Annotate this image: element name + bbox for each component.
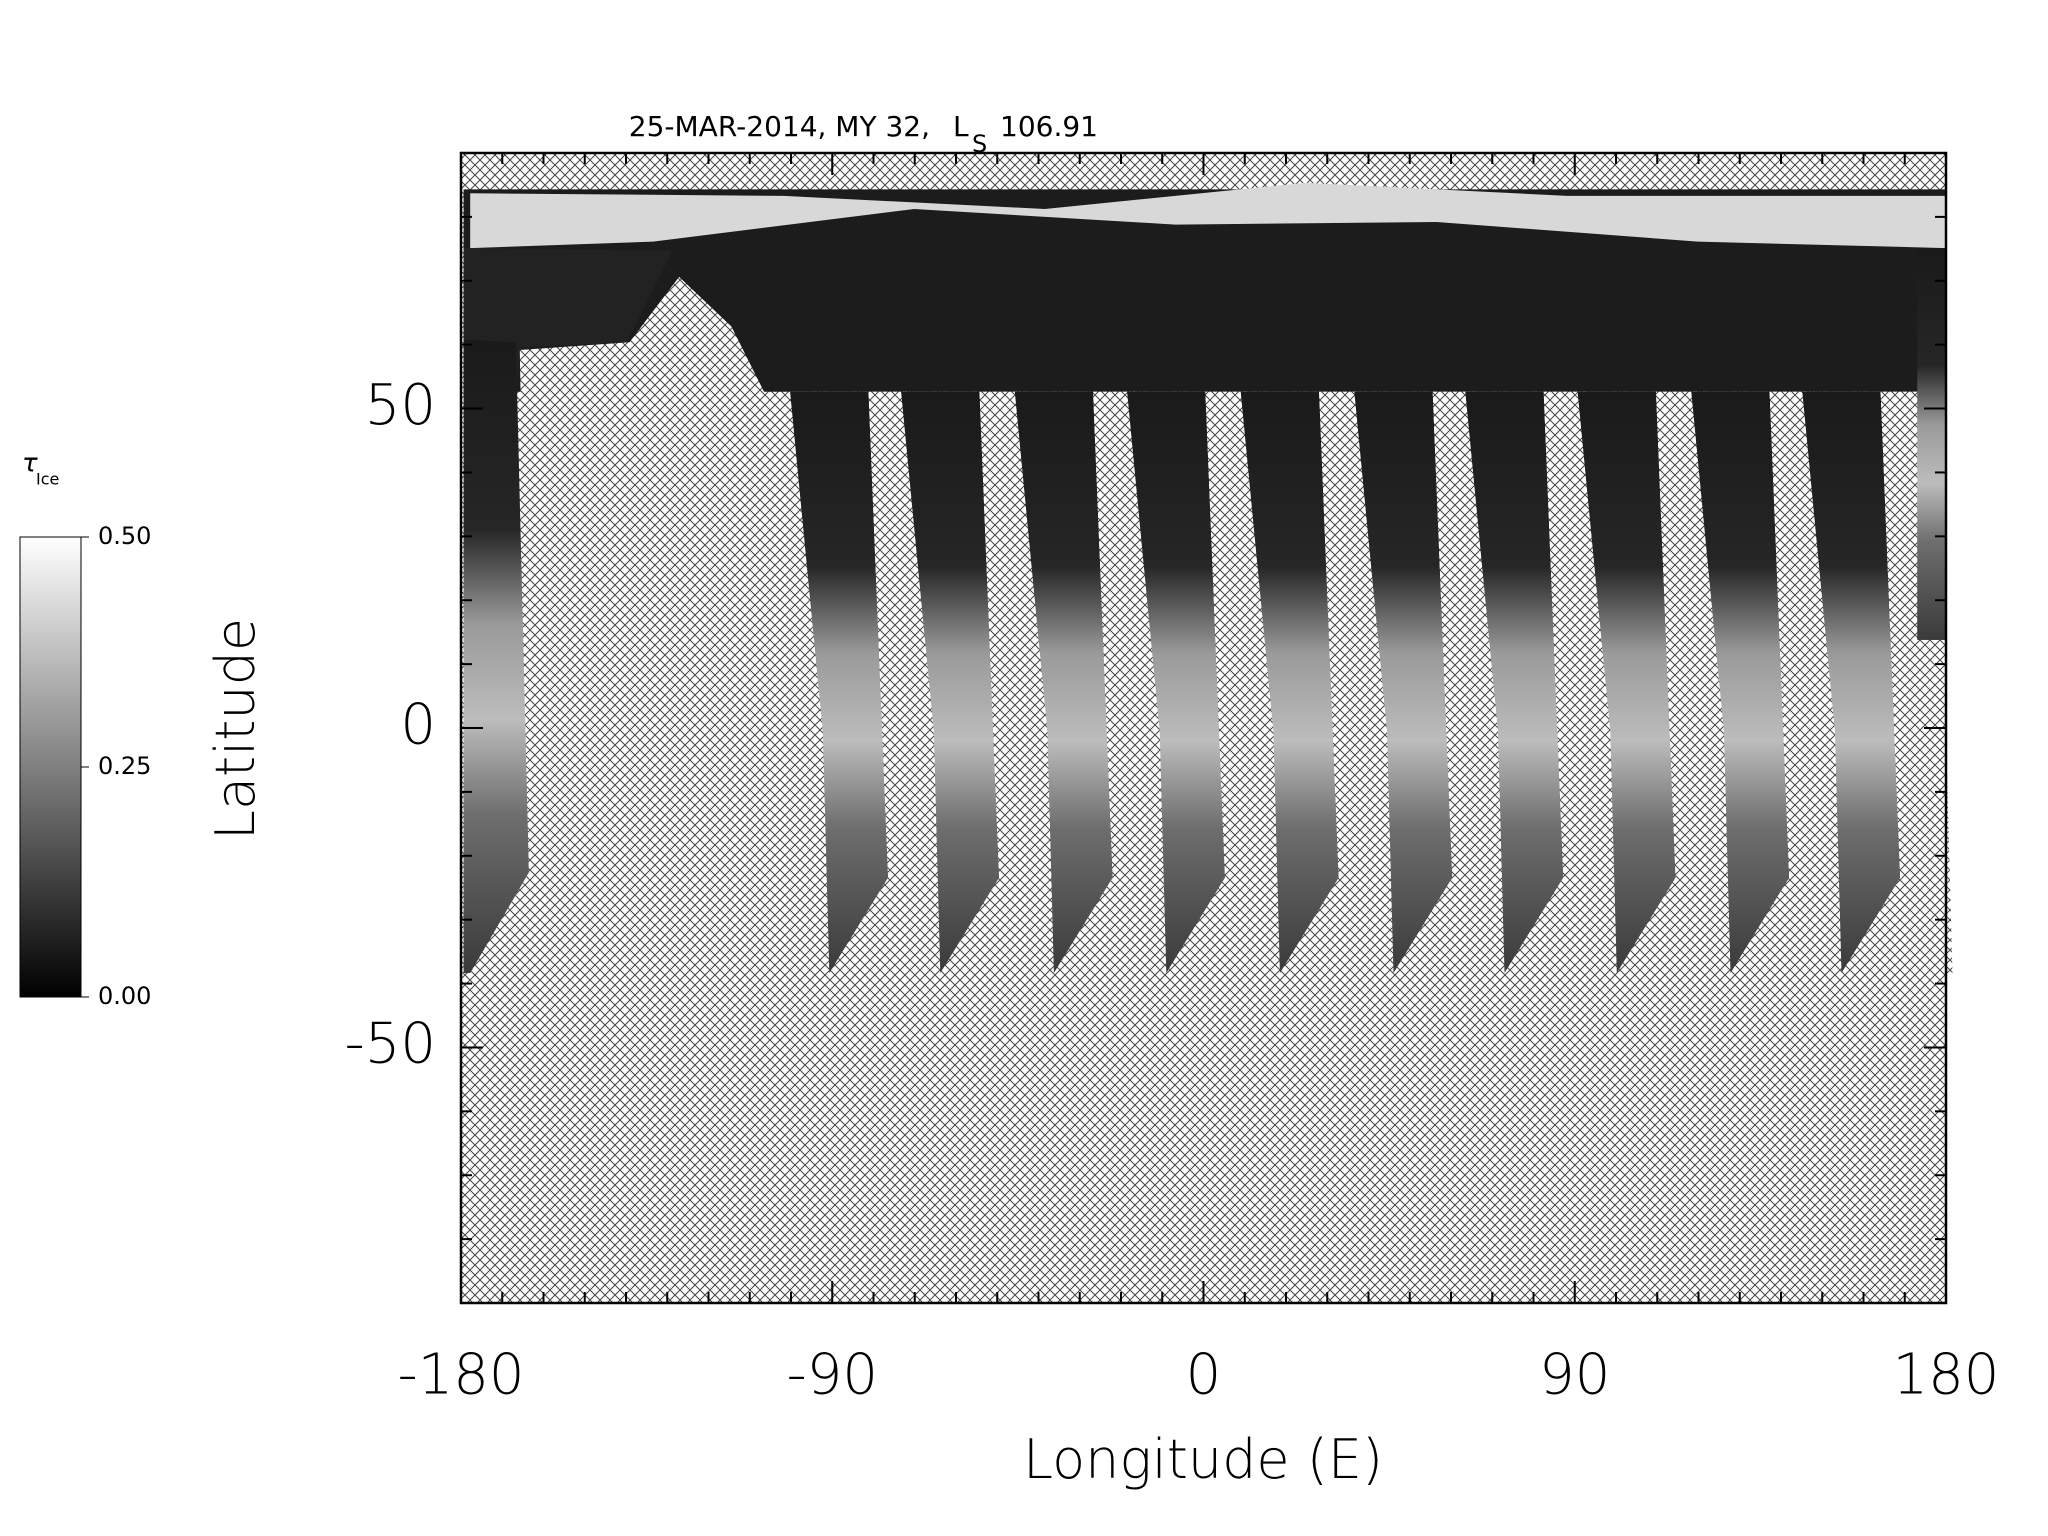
y-axis-label: Latitude: [204, 618, 267, 840]
colorbar-tick-label: 0.25: [98, 752, 151, 780]
x-tick-label: 180: [1893, 1342, 2000, 1407]
swath: [1127, 391, 1225, 973]
missing-data: [519, 276, 830, 973]
missing-data: [1093, 391, 1165, 973]
x-tick-label: 90: [1539, 1342, 1610, 1407]
colorbar-tick-label: 0.50: [98, 522, 151, 550]
x-tick-label: 0: [1186, 1342, 1222, 1407]
chart-title: 25-MAR-2014, MY 32,: [629, 110, 930, 143]
swath: [1354, 391, 1453, 973]
colorbar-label-sub: Ice: [36, 470, 59, 489]
swath: [463, 339, 529, 974]
polar-band: [463, 189, 1946, 392]
swath: [1014, 391, 1113, 973]
swath: [1577, 391, 1676, 973]
y-tick-label: 50: [365, 373, 436, 438]
y-tick-label: -50: [345, 1012, 436, 1077]
swath: [790, 391, 889, 973]
missing-data: [868, 391, 941, 973]
ls-subscript: S: [972, 130, 987, 158]
missing-data: [1543, 391, 1616, 973]
missing-data: [1432, 391, 1505, 973]
ls-label: L: [953, 110, 969, 143]
missing-data: [1205, 391, 1278, 973]
missing-data: [1319, 391, 1391, 973]
x-axis-label: Longitude (E): [1023, 1428, 1383, 1491]
swath: [1917, 248, 1946, 640]
colorbar-tick-label: 0.00: [98, 982, 151, 1010]
x-tick-label: -180: [397, 1342, 524, 1407]
missing-data: [1769, 391, 1842, 973]
y-tick-label: 0: [400, 692, 436, 757]
colorbar-label: τ: [22, 449, 38, 479]
missing-data: [1880, 391, 1953, 973]
swath: [1691, 391, 1790, 973]
swath: [1802, 391, 1901, 973]
missing-data: [1656, 391, 1728, 973]
swath: [1240, 391, 1339, 973]
swath: [1465, 391, 1564, 973]
polar-ice: [470, 182, 1946, 249]
missing-data: [979, 391, 1052, 973]
x-tick-label: -90: [787, 1342, 878, 1407]
map-image: [461, 153, 1953, 1303]
colorbar: [19, 536, 82, 998]
swath: [901, 391, 1000, 973]
ls-value: 106.91: [1000, 110, 1098, 143]
